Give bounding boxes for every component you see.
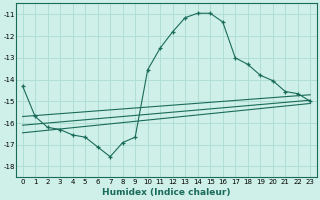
X-axis label: Humidex (Indice chaleur): Humidex (Indice chaleur) [102, 188, 231, 197]
